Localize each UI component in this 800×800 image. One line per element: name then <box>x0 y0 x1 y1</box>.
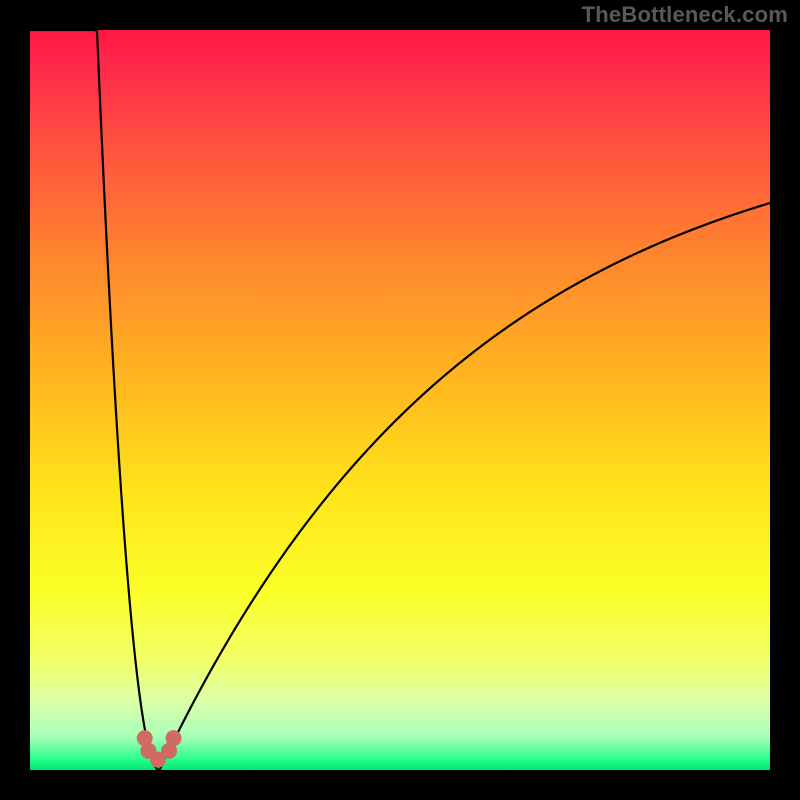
minimum-marker-dot <box>166 730 182 746</box>
plot-background <box>30 30 770 770</box>
chart-stage: TheBottleneck.com <box>0 0 800 800</box>
bottleneck-chart <box>0 0 800 800</box>
watermark-text: TheBottleneck.com <box>582 2 788 28</box>
